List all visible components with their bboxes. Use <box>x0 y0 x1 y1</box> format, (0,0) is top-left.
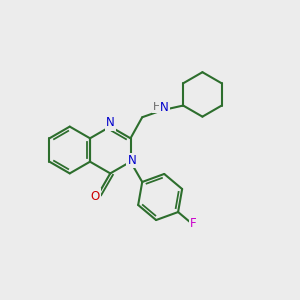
Text: N: N <box>160 101 169 114</box>
Text: N: N <box>128 154 136 167</box>
Text: F: F <box>190 217 197 230</box>
Text: O: O <box>90 190 100 202</box>
Text: N: N <box>106 116 115 130</box>
Text: H: H <box>153 102 161 112</box>
